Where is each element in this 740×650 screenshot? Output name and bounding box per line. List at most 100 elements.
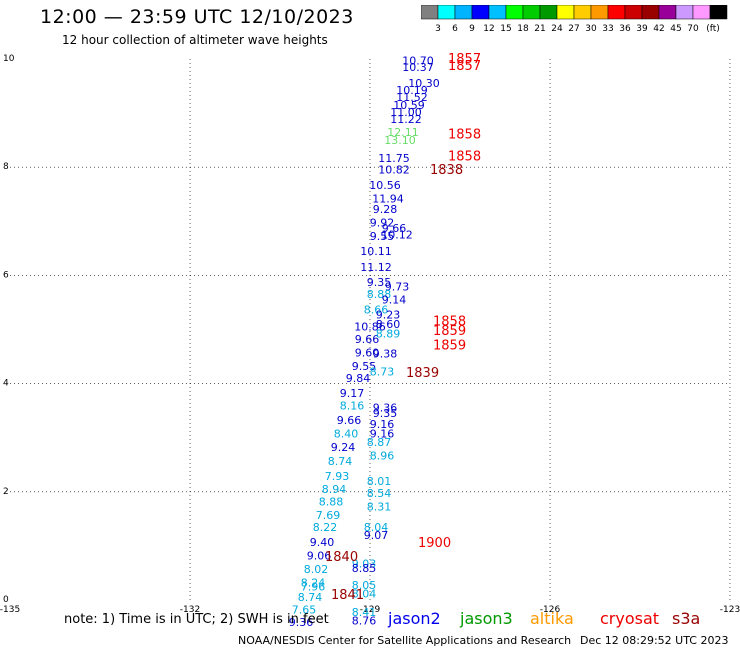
wave-height-label: 8.74	[328, 455, 353, 468]
wave-height-label: 8.85	[352, 562, 377, 575]
wave-height-label: 9.07	[364, 529, 389, 542]
wave-height-label: 8.31	[367, 501, 392, 514]
legend-swatch	[709, 5, 728, 20]
wave-height-label: 8.74	[298, 591, 323, 604]
legend-label: 18	[517, 24, 529, 34]
legend-label: 3	[435, 24, 441, 34]
pass-time-label: 1840	[325, 550, 358, 565]
wave-height-label: 9.36	[289, 616, 314, 629]
wave-height-label: 9.73	[385, 281, 410, 294]
wave-height-label: 9.35	[367, 276, 392, 289]
satellite-jason2: jason2	[388, 609, 441, 628]
pass-time-label: 1857	[448, 52, 481, 67]
wave-height-label: 10.37	[402, 61, 434, 74]
wave-height-label: 8.89	[376, 328, 401, 341]
wave-height-label: 8.66	[364, 303, 389, 316]
wave-height-label: 11.52	[396, 91, 428, 104]
wave-height-label: 8.04	[352, 587, 377, 600]
legend-label: (ft)	[706, 24, 720, 34]
satellite-altika: altika	[530, 609, 574, 628]
wave-height-label: 9.14	[382, 294, 407, 307]
wave-height-label: 8.87	[367, 436, 392, 449]
wave-height-label: 8.24	[301, 576, 326, 589]
wave-height-label: 10.86	[354, 321, 386, 334]
y-tick-label: 6	[3, 270, 9, 280]
x-tick-label: -135	[0, 605, 20, 615]
wave-height-label: 9.36	[373, 402, 398, 415]
wave-height-label: 8.54	[367, 487, 392, 500]
legend-label: 33	[602, 24, 613, 34]
legend-label: 39	[636, 24, 648, 34]
legend-label: 9	[469, 24, 475, 34]
pass-time-label: 1859	[433, 339, 466, 354]
pass-time-label: 1838	[430, 163, 463, 178]
wave-height-label: 9.66	[382, 222, 407, 235]
y-tick-label: 0	[3, 595, 9, 605]
wave-height-label: 9.28	[373, 203, 398, 216]
wave-height-label: 9.23	[376, 309, 401, 322]
wave-height-label: 10.30	[408, 77, 440, 90]
wave-height-label: 8.76	[352, 614, 377, 627]
color-legend: 3 6 9 12 15 18 21 24 27 30 33 36 39 42 45 70 (ft)	[421, 5, 728, 34]
wave-height-label: 8.96	[370, 449, 395, 462]
wave-height-label: 10.56	[369, 179, 401, 192]
legend-label: 24	[551, 24, 563, 34]
wave-height-label: 8.02	[304, 563, 329, 576]
x-tick-label: -126	[540, 605, 561, 615]
legend-label: 36	[619, 24, 631, 34]
legend-label: 15	[500, 24, 511, 34]
wave-height-label: 9.03	[352, 558, 377, 571]
page-title: 12:00 — 23:59 UTC 12/10/2023	[40, 6, 354, 28]
wave-height-label: 9.55	[370, 230, 395, 243]
y-tick-label: 8	[3, 162, 9, 172]
wave-height-label: 9.66	[355, 333, 380, 346]
wave-height-label: 8.05	[352, 579, 377, 592]
wave-height-label: 8.01	[367, 475, 392, 488]
pass-time-label: 1859	[433, 324, 466, 339]
satellite-jason3: jason3	[460, 609, 513, 628]
wave-height-label: 9.06	[307, 549, 332, 562]
legend-label: 30	[585, 24, 597, 34]
wave-height-label: 9.35	[373, 407, 398, 420]
wave-height-label: 12.11	[387, 126, 419, 139]
wave-height-label: 9.60	[355, 347, 380, 360]
y-tick-label: 4	[3, 379, 9, 389]
wave-height-label: 10.70	[402, 54, 434, 67]
x-tick-label: -129	[360, 605, 381, 615]
wave-height-label: 10.11	[360, 245, 392, 258]
legend-label: 42	[653, 24, 664, 34]
wave-height-label: 11.75	[378, 152, 410, 165]
y-tick-label: 2	[3, 487, 9, 497]
wave-height-label: 9.17	[340, 387, 365, 400]
legend-label: 21	[534, 24, 545, 34]
pass-time-label: 1858	[433, 315, 466, 330]
wave-height-label: 8.41	[352, 606, 377, 619]
generated-timestamp: Dec 12 08:29:52 UTC 2023	[580, 634, 729, 647]
satellite-cryosat: cryosat	[600, 609, 660, 628]
wave-height-label: 8.16	[340, 400, 365, 413]
wave-height-label: 13.10	[384, 134, 416, 147]
wave-height-label: 8.88	[319, 495, 344, 508]
wave-height-label: 11.00	[390, 106, 422, 119]
wave-height-label: 9.66	[337, 414, 362, 427]
wave-height-label: 7.65	[292, 604, 317, 617]
wave-height-label: 7.93	[325, 470, 350, 483]
wave-height-label: 9.40	[310, 536, 335, 549]
pass-time-label: 1858	[448, 128, 481, 143]
wave-height-label: 9.84	[346, 372, 371, 385]
wave-height-label: 10.12	[381, 229, 413, 242]
legend-label: 70	[687, 24, 699, 34]
pass-time-label: 1857	[448, 59, 481, 74]
wave-height-label: 10.82	[378, 164, 410, 177]
wave-height-label: 8.73	[370, 365, 395, 378]
wave-height-label: 9.38	[373, 348, 398, 361]
pass-time-label: 1858	[448, 150, 481, 165]
pass-time-label: 1900	[418, 536, 451, 551]
wave-height-label: 10.59	[393, 99, 425, 112]
wave-height-label: 8.94	[322, 483, 347, 496]
satellite-s3a: s3a	[672, 609, 701, 628]
pass-time-label: 1839	[406, 366, 439, 381]
legend-label: 6	[452, 24, 458, 34]
wave-height-label: 10.19	[396, 84, 428, 97]
